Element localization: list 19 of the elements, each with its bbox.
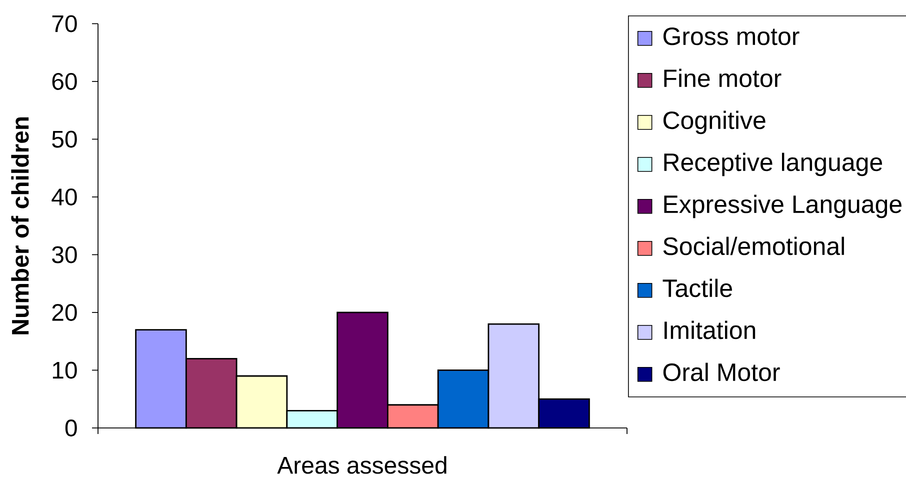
y-tick-label: 60 (52, 72, 77, 90)
y-tick-label: 40 (52, 188, 77, 206)
legend-label: Oral Motor (663, 362, 780, 382)
y-tick-label: 10 (52, 362, 77, 379)
legend-label: Expressive Language (664, 194, 902, 218)
y-tick-label: 20 (52, 304, 77, 321)
y-tick-label: 30 (52, 246, 77, 264)
legend-label: Imitation (664, 320, 756, 340)
legend-label: Cognitive (663, 110, 766, 134)
x-axis-title: Areas assessed (277, 456, 446, 474)
y-axis-title: Number of children (11, 117, 29, 334)
y-tick-label: 70 (52, 15, 77, 32)
legend-label: Receptive language (664, 152, 882, 176)
legend-label: Social/emotional (663, 236, 844, 256)
legend-label: Gross motor (663, 27, 800, 46)
y-tick-label: 50 (52, 130, 77, 148)
legend-label: Fine motor (664, 68, 782, 88)
legend-label: Tactile (662, 278, 732, 298)
y-tick-label: 0 (65, 419, 77, 436)
